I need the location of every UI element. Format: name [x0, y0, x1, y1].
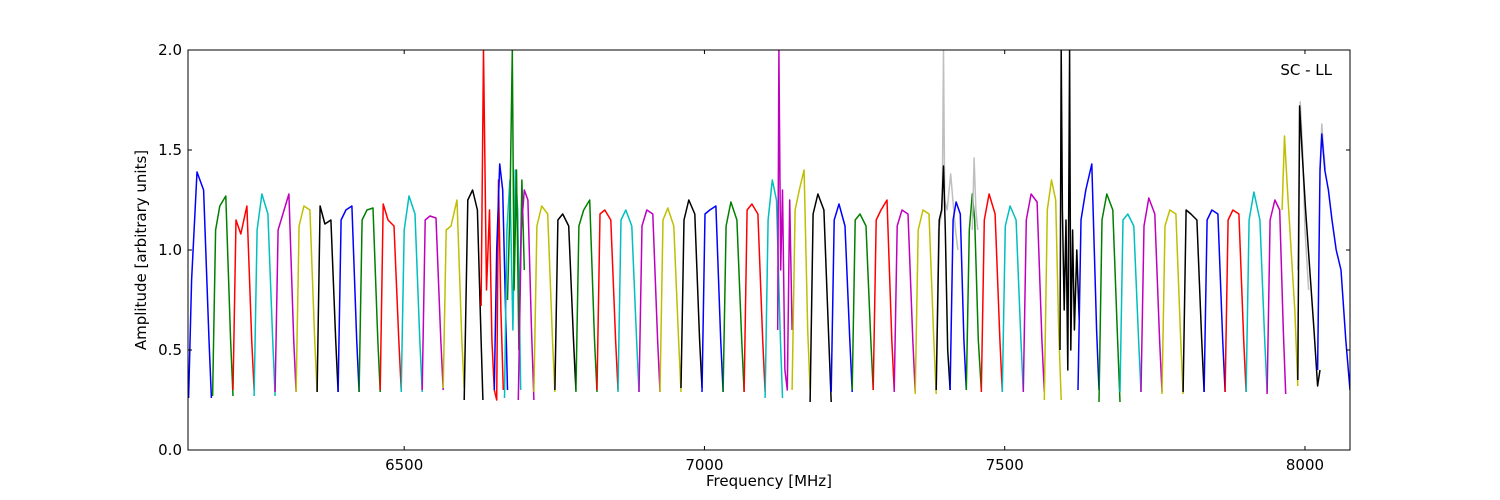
series-line-50 — [1077, 163, 1100, 391]
series-line-13 — [442, 199, 465, 389]
series-line-34 — [809, 193, 832, 403]
series-line-2 — [211, 195, 234, 397]
series-line-5 — [274, 193, 297, 393]
series-line-59 — [1266, 199, 1287, 395]
x-tick-label: 6500 — [385, 456, 423, 474]
series-line-4 — [253, 193, 276, 397]
series-line-40 — [935, 50, 959, 391]
series-line-19 — [517, 189, 535, 401]
series-line-32 — [776, 50, 793, 391]
series-line-33 — [791, 169, 811, 391]
series-line-45 — [980, 193, 1004, 393]
series-line-53 — [1140, 197, 1163, 393]
y-tick-label: 2.0 — [158, 41, 182, 59]
series-line-35 — [830, 203, 853, 393]
series-line-3 — [232, 205, 255, 391]
series-line-62 — [1297, 105, 1321, 387]
series-line-10 — [379, 203, 402, 391]
series-line-23 — [596, 209, 619, 391]
series-line-11 — [400, 195, 423, 393]
series-line-48 — [1043, 179, 1062, 401]
series-line-57 — [1224, 209, 1247, 393]
series-line-30 — [743, 203, 766, 393]
y-tick-label: 1.0 — [158, 241, 182, 259]
series-line-27 — [680, 199, 703, 389]
series-line-56 — [1203, 209, 1226, 393]
y-tick-label: 0.0 — [158, 441, 182, 459]
series-line-12 — [421, 215, 444, 391]
series-line-1 — [188, 171, 213, 399]
series-line-20 — [533, 205, 556, 393]
series-line-29 — [722, 201, 745, 393]
x-tick-label: 7500 — [986, 456, 1024, 474]
series-line-14 — [463, 189, 484, 401]
series-line-46 — [1001, 205, 1025, 393]
y-tick-label: 1.5 — [158, 141, 182, 159]
series-line-31 — [764, 179, 784, 399]
series-line-58 — [1245, 191, 1268, 393]
series-line-7 — [316, 205, 339, 393]
series-line-26 — [659, 207, 682, 393]
series-line-36 — [851, 213, 874, 391]
series-layer — [188, 50, 1350, 403]
series-line-55 — [1182, 209, 1205, 393]
series-line-42 — [949, 201, 968, 391]
series-line-60 — [1281, 135, 1299, 387]
y-axis-label: Amplitude [arbitrary units] — [132, 150, 150, 350]
series-line-15 — [480, 50, 505, 401]
series-line-9 — [358, 207, 381, 393]
series-line-44 — [971, 157, 979, 231]
series-line-8 — [337, 205, 360, 393]
series-line-39 — [914, 209, 937, 395]
series-line-37 — [872, 199, 895, 391]
series-line-51 — [1098, 193, 1121, 403]
series-line-25 — [638, 209, 661, 393]
x-axis-label: Frequency [MHz] — [706, 472, 832, 490]
series-line-6 — [295, 205, 318, 393]
chart-annotation: SC - LL — [1280, 61, 1332, 79]
series-line-52 — [1119, 213, 1142, 393]
series-line-28 — [701, 205, 724, 393]
series-line-47 — [1022, 193, 1046, 393]
y-tick-label: 0.5 — [158, 341, 182, 359]
series-line-54 — [1161, 209, 1184, 395]
series-line-49 — [1059, 50, 1080, 371]
series-line-24 — [617, 209, 640, 393]
series-line-22 — [575, 199, 598, 393]
series-line-41 — [935, 165, 951, 391]
series-line-18 — [506, 50, 526, 351]
tick-layer: 6500 7000 7500 8000 0.0 0.5 1.0 1.5 2.0 — [158, 41, 1350, 474]
series-line-64 — [1316, 133, 1350, 391]
series-line-21 — [554, 213, 577, 391]
x-tick-label: 8000 — [1286, 456, 1324, 474]
x-tick-label: 7000 — [685, 456, 723, 474]
series-line-38 — [893, 209, 916, 393]
